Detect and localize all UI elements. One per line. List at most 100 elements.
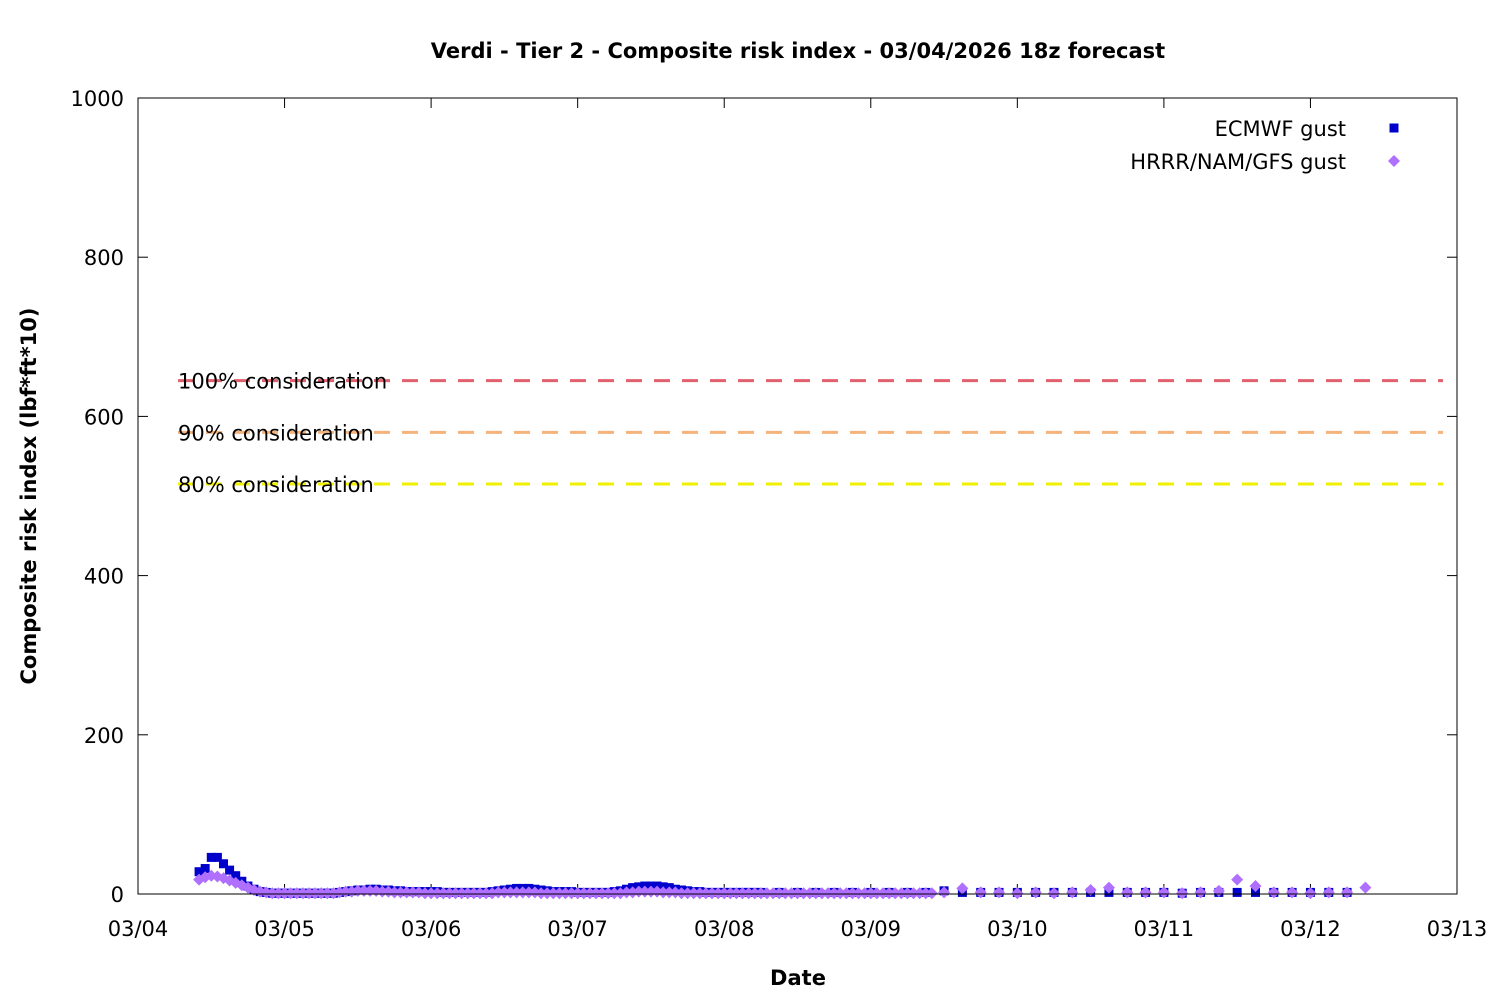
data-point — [974, 886, 987, 899]
data-point — [663, 886, 676, 899]
legend-marker — [1389, 123, 1399, 133]
data-point — [657, 886, 670, 899]
data-point — [541, 887, 554, 900]
data-point — [461, 887, 474, 900]
data-point — [225, 865, 235, 875]
data-point — [620, 886, 633, 899]
data-point — [1267, 886, 1280, 899]
data-point — [1232, 887, 1242, 897]
data-point — [309, 887, 322, 900]
data-point — [1176, 887, 1189, 900]
data-point — [284, 887, 297, 900]
data-point — [394, 886, 407, 899]
x-tick-label: 03/12 — [1280, 917, 1341, 941]
data-point — [956, 882, 969, 895]
data-point — [864, 887, 877, 900]
data-point — [803, 887, 816, 900]
data-point — [321, 887, 334, 900]
data-point — [376, 885, 389, 898]
data-point — [290, 887, 303, 900]
x-tick-label: 03/04 — [108, 917, 169, 941]
data-point — [840, 887, 853, 900]
data-point — [754, 887, 767, 900]
y-tick-label: 400 — [84, 565, 124, 589]
data-point — [773, 887, 786, 900]
data-point — [1102, 881, 1115, 894]
data-point — [1341, 886, 1354, 899]
data-point — [852, 887, 865, 900]
data-point — [1084, 884, 1097, 897]
x-tick-label: 03/05 — [254, 917, 315, 941]
data-point — [212, 852, 222, 862]
data-point — [901, 887, 914, 900]
data-point — [339, 885, 352, 898]
data-point — [231, 871, 241, 881]
data-point — [516, 886, 529, 899]
data-point — [1249, 880, 1262, 893]
data-point — [1121, 886, 1134, 899]
data-point — [828, 887, 841, 900]
data-point — [504, 886, 517, 899]
y-tick-label: 1000 — [71, 87, 124, 111]
legend-marker — [1388, 155, 1400, 167]
data-point — [553, 887, 566, 900]
data-points — [193, 852, 1372, 900]
data-point — [492, 886, 505, 899]
data-point — [535, 887, 548, 900]
data-point — [296, 887, 309, 900]
data-point — [1157, 886, 1170, 899]
data-point — [467, 887, 480, 900]
data-point — [1322, 886, 1335, 899]
reference-line-label: 90% consideration — [178, 421, 374, 445]
data-point — [699, 887, 712, 900]
reference-lines: 100% consideration 90% consideration 80% c… — [178, 370, 1443, 497]
data-point — [608, 887, 621, 900]
data-point — [748, 887, 761, 900]
data-point — [596, 887, 609, 900]
data-point — [510, 886, 523, 899]
data-point — [797, 887, 810, 900]
data-point — [767, 887, 780, 900]
data-point — [1066, 886, 1079, 899]
data-point — [889, 887, 902, 900]
data-point — [206, 852, 216, 862]
x-tick-label: 03/11 — [1134, 917, 1195, 941]
data-point — [194, 867, 204, 877]
x-tick-label: 03/10 — [987, 917, 1048, 941]
data-point — [718, 887, 731, 900]
data-point — [200, 864, 210, 874]
data-point — [736, 887, 749, 900]
data-point — [571, 887, 584, 900]
x-axis-title: Date — [770, 966, 826, 990]
data-point — [278, 887, 291, 900]
data-point — [455, 887, 468, 900]
data-point — [925, 887, 938, 900]
data-point — [218, 859, 228, 869]
data-point — [760, 887, 773, 900]
data-point — [577, 887, 590, 900]
chart-title: Verdi - Tier 2 - Composite risk index - … — [431, 39, 1165, 63]
legend-label: HRRR/NAM/GFS gust — [1130, 150, 1346, 174]
x-tick-label: 03/13 — [1427, 917, 1488, 941]
data-point — [846, 887, 859, 900]
reference-line-label: 100% consideration — [178, 370, 387, 394]
plot-frame — [137, 97, 1458, 895]
y-tick-label: 800 — [84, 246, 124, 270]
data-point — [565, 887, 578, 900]
data-point — [248, 884, 261, 897]
data-point — [681, 887, 694, 900]
data-point — [907, 887, 920, 900]
data-point — [400, 886, 413, 899]
legend: ECMWF gust HRRR/NAM/GFS gust — [1130, 117, 1400, 174]
data-point — [938, 886, 951, 899]
data-point — [870, 887, 883, 900]
data-point — [406, 886, 419, 899]
data-point — [583, 887, 596, 900]
data-point — [785, 887, 798, 900]
data-point — [388, 886, 401, 899]
data-point — [809, 887, 822, 900]
data-point — [1029, 886, 1042, 899]
data-point — [883, 887, 896, 900]
data-point — [1286, 886, 1299, 899]
